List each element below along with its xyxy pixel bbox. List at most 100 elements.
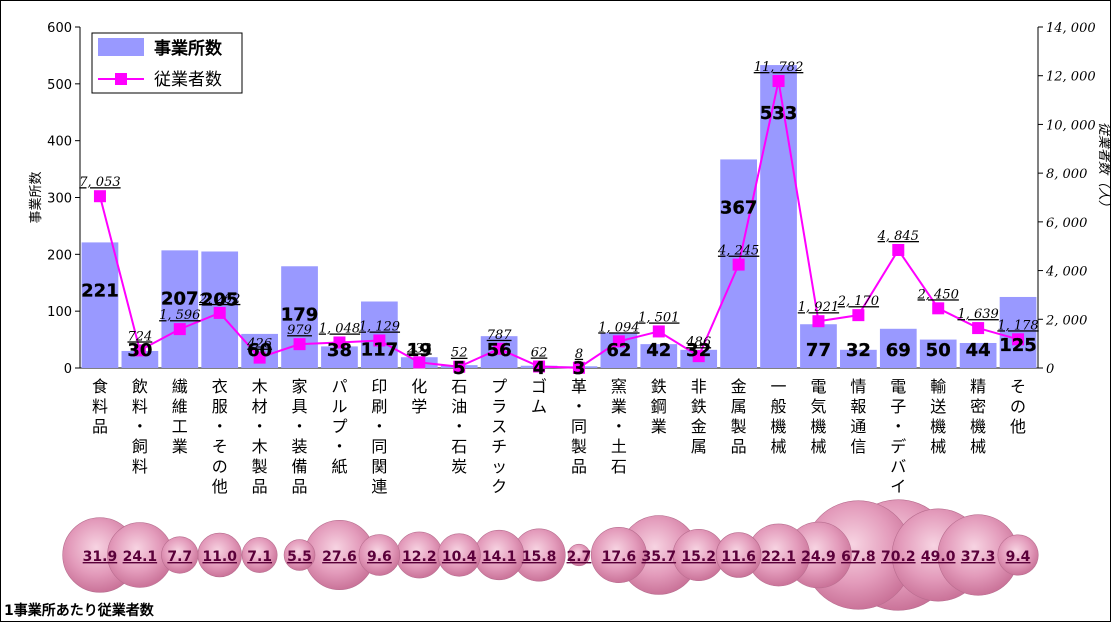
marker-employees [213,306,226,319]
marker-employees [373,334,386,347]
employee-value-label: 1, 639 [957,307,998,322]
category-label-char: 料 [132,457,148,476]
category-label-char: 革 [571,377,587,396]
marker-employees [333,336,346,349]
category-label-char: 学 [411,397,427,416]
employee-value-label: 787 [487,328,513,343]
category-label-char: 製 [571,437,587,456]
category-label-char: 衣 [212,377,228,396]
category-label-char: 機 [970,417,986,436]
marker-employees [812,315,825,328]
category-label-char: 品 [92,417,108,436]
bubble-per-establishment [715,532,762,578]
category-label-char: ッ [491,457,507,476]
bubble-per-establishment [567,543,591,567]
category-label-char: 品 [292,477,308,496]
category-label-char: 油 [451,397,467,416]
bar-value-label: 44 [966,340,991,361]
category-label-char: 般 [771,397,787,416]
marker-employees [453,360,466,373]
category-label-char: 食 [92,377,108,396]
category-label-char: 服 [212,397,228,416]
employee-value-label: 62 [531,345,548,360]
bar-establishments [81,242,119,368]
line-employees [98,80,1019,369]
category-label-char: ス [491,417,507,436]
left-tick-label: 300 [47,192,72,207]
category-label-char: 密 [970,397,986,416]
category-label-char: 属 [691,437,707,456]
employee-value-label: 2, 262 [198,292,240,307]
bubble-per-establishment [241,537,278,573]
category-label-char: 金 [691,417,707,436]
category-label-char: 鉄 [651,377,667,396]
category-label-char: ラ [491,397,507,416]
category-label-char: 送 [930,397,946,416]
bar-value-label: 367 [720,197,758,218]
left-tick-label: 400 [47,135,72,150]
category-label-char: 業 [651,417,667,436]
bar-value-label: 4 [533,358,546,379]
right-tick-label: 2, 000 [1045,313,1087,328]
marker-employees [572,361,585,374]
category-label-char: 金 [731,377,747,396]
employee-value-label: 724 [127,329,152,344]
category-label-char: 品 [571,457,587,476]
category-label-char: 報 [850,397,866,416]
bar-value-label: 69 [886,340,911,361]
bar-establishments [161,250,199,368]
category-label-char: 家 [292,377,308,396]
employee-value-label: 232 [406,341,432,356]
category-label-char: 機 [930,417,946,436]
bar-value-label: 179 [281,304,319,325]
bar-establishments [919,339,957,368]
employee-value-label: 11, 782 [754,60,804,75]
category-label-char: 械 [810,437,826,456]
legend-label-establishments: 事業所数 [154,38,223,59]
employee-value-label: 1, 596 [159,308,200,323]
category-label-char: 機 [810,417,826,436]
bar-value-label: 5 [453,358,466,379]
marker-employees [173,323,186,336]
bar-establishments [800,324,837,368]
right-tick-label: 10, 000 [1046,118,1096,133]
marker-employees [772,75,785,88]
marker-employees [652,325,665,338]
category-label-char: 紙 [331,457,347,476]
employee-value-label: 8 [575,347,583,362]
bar-establishments [640,344,678,368]
bar-value-label: 77 [806,340,831,361]
employee-value-label: 4, 845 [877,229,919,244]
category-label-char: 工 [172,417,188,436]
employee-value-label: 7, 053 [79,175,120,190]
bubble-value-label: 2.7 [567,549,592,565]
legend-label-employees: 従業者数 [154,70,222,90]
marker-employees [93,190,106,203]
category-label-char: 信 [850,437,866,456]
employee-value-label: 1, 178 [997,318,1038,333]
bubble-per-establishment [437,533,481,577]
bar-value-label: 42 [646,340,671,361]
bubble-value-label: 7.7 [167,549,192,565]
marker-employees [133,344,146,357]
category-label-char: 通 [850,417,866,436]
category-label-char: ・ [571,397,587,416]
bubble-value-label: 35.7 [642,549,677,565]
bubble-value-label: 31.9 [83,549,118,565]
bar-value-label: 221 [81,280,119,301]
bar-value-label: 62 [606,340,631,361]
category-label-char: ク [491,477,507,496]
right-tick-label: 0 [1046,362,1054,377]
category-label-char: 材 [252,397,268,416]
employee-value-label: 2, 170 [837,294,879,309]
employee-value-label: 2, 450 [917,287,959,302]
category-label-char: パ [331,377,347,396]
category-label-char: 同 [371,437,387,456]
category-label-char: プ [331,417,347,436]
marker-employees [932,302,945,315]
bubble-value-label: 11.0 [202,549,237,565]
category-label-char: デ [890,437,906,456]
category-label-char: 関 [371,457,387,476]
category-label-char: ・ [611,417,627,436]
